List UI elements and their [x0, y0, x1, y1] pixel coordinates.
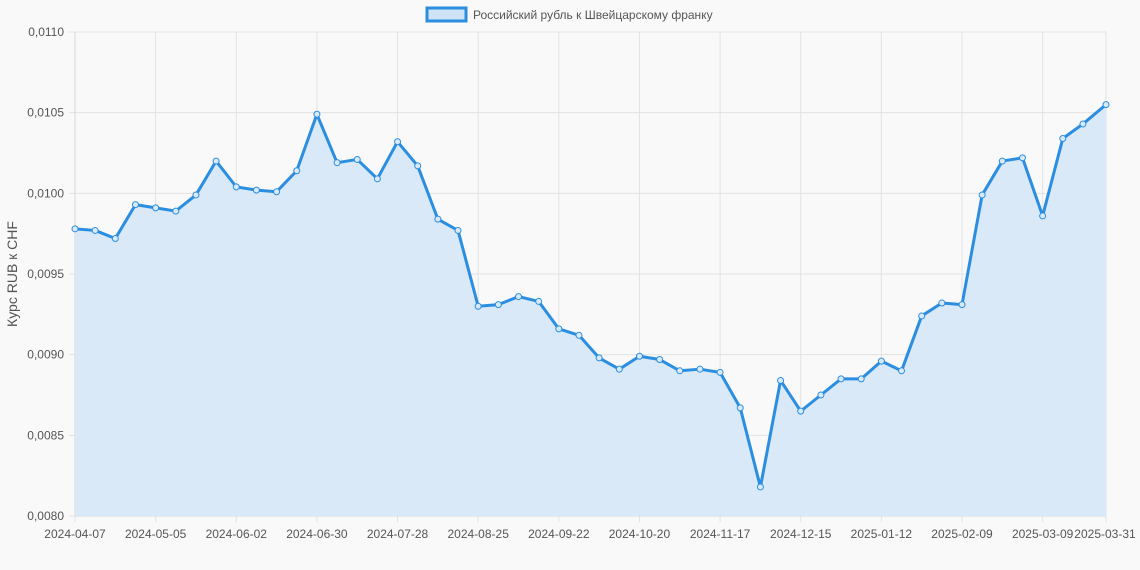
x-tick-labels: 2024-04-07 2024-05-05 2024-06-02 2024-06-30…	[44, 527, 1136, 541]
data-point[interactable]	[958, 301, 966, 309]
data-point[interactable]	[716, 368, 724, 376]
legend-swatch[interactable]	[425, 6, 468, 23]
x-tick-label: 2024-06-02	[206, 527, 268, 541]
data-point[interactable]	[998, 157, 1006, 165]
x-tick-label: 2024-11-17	[690, 527, 751, 541]
data-point[interactable]	[837, 375, 845, 383]
y-tick-label: 0,0090	[27, 348, 64, 362]
data-point[interactable]	[575, 331, 583, 339]
data-point[interactable]	[434, 215, 442, 223]
data-point[interactable]	[1102, 101, 1110, 109]
y-tick-labels: 0,0080 0,0085 0,0090 0,0095 0,0100 0,0105 0,01…	[27, 25, 64, 523]
data-point[interactable]	[635, 352, 643, 360]
legend-label[interactable]: Российский рубль к Швейцарскому франку	[473, 8, 713, 22]
data-point[interactable]	[1018, 154, 1026, 162]
y-tick-label: 0,0085	[27, 428, 64, 442]
legend[interactable]: Российский рубль к Швейцарскому франку	[425, 6, 713, 23]
x-tick-label: 2025-01-12	[851, 527, 913, 541]
y-tick-label: 0,0110	[28, 25, 64, 39]
data-point[interactable]	[313, 110, 321, 118]
series-points	[71, 101, 1110, 491]
x-tick-label: 2024-08-25	[447, 527, 509, 541]
data-point[interactable]	[394, 138, 402, 146]
data-point[interactable]	[293, 167, 301, 175]
data-point[interactable]	[454, 226, 462, 234]
x-tick-label: 2025-03-31	[1074, 527, 1136, 541]
data-point[interactable]	[918, 312, 926, 320]
x-tick-label: 2025-02-09	[931, 527, 993, 541]
data-point[interactable]	[736, 404, 744, 412]
data-point[interactable]	[877, 357, 885, 365]
data-point[interactable]	[676, 367, 684, 375]
series-area-fill	[75, 104, 1106, 516]
data-point[interactable]	[373, 175, 381, 183]
data-point[interactable]	[797, 407, 805, 415]
data-point[interactable]	[71, 225, 79, 233]
data-point[interactable]	[535, 297, 543, 305]
data-point[interactable]	[474, 302, 482, 310]
series-line	[74, 103, 1107, 489]
data-point[interactable]	[1059, 134, 1067, 142]
x-tick-label: 2024-10-20	[609, 527, 671, 541]
y-tick-label: 0,0080	[27, 509, 64, 523]
data-point[interactable]	[777, 376, 785, 384]
data-point[interactable]	[414, 162, 422, 170]
x-tick-label: 2024-12-15	[770, 527, 832, 541]
data-point[interactable]	[555, 325, 563, 333]
data-point[interactable]	[1039, 212, 1047, 220]
x-tick-label: 2024-09-22	[528, 527, 590, 541]
y-tick-label: 0,0100	[27, 186, 64, 200]
data-point[interactable]	[273, 188, 281, 196]
data-point[interactable]	[756, 483, 764, 491]
data-point[interactable]	[817, 391, 825, 399]
data-point[interactable]	[898, 367, 906, 375]
data-point[interactable]	[656, 356, 664, 364]
data-point[interactable]	[595, 354, 603, 362]
y-tick-label: 0,0095	[27, 267, 64, 281]
data-point[interactable]	[252, 186, 260, 194]
data-point[interactable]	[333, 159, 341, 167]
data-point[interactable]	[515, 293, 523, 301]
data-point[interactable]	[615, 365, 623, 373]
data-point[interactable]	[857, 375, 865, 383]
x-tick-label: 2024-04-07	[44, 527, 106, 541]
data-point[interactable]	[131, 201, 139, 209]
data-point[interactable]	[91, 226, 99, 234]
data-point[interactable]	[1079, 120, 1087, 128]
x-tick-label: 2025-03-09	[1012, 527, 1074, 541]
data-point[interactable]	[111, 235, 119, 243]
data-point[interactable]	[192, 191, 200, 199]
data-point[interactable]	[938, 299, 946, 307]
x-tick-label: 2024-06-30	[286, 527, 348, 541]
y-axis-title: Курс RUB к CHF	[4, 221, 20, 327]
data-point[interactable]	[696, 365, 704, 373]
data-point[interactable]	[978, 191, 986, 199]
data-point[interactable]	[172, 207, 180, 215]
data-point[interactable]	[353, 155, 361, 163]
data-point[interactable]	[212, 157, 220, 165]
data-point[interactable]	[152, 204, 160, 212]
x-tick-label: 2024-07-28	[367, 527, 429, 541]
data-point[interactable]	[494, 301, 502, 309]
data-point[interactable]	[232, 183, 240, 191]
y-tick-label: 0,0105	[27, 106, 64, 120]
x-tick-label: 2024-05-05	[125, 527, 187, 541]
